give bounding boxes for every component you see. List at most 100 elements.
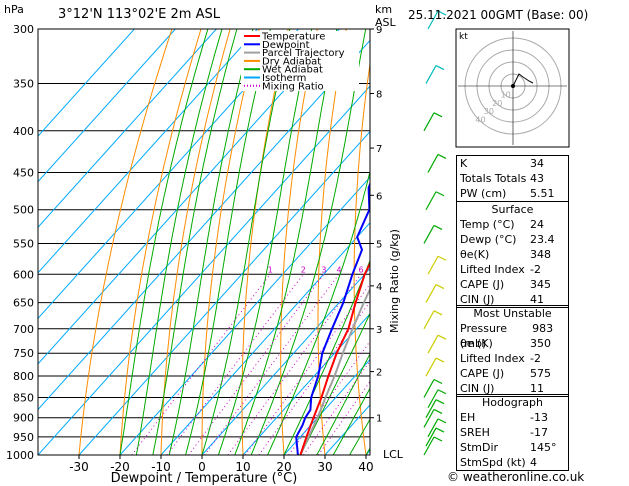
hodograph-table: Hodograph EH -13 SREH -17 StmDir 145° StmSp… [456, 394, 569, 471]
wind-barb [423, 224, 443, 244]
mixing-ratio-label: 2 [301, 265, 306, 274]
isotherm-line [242, 313, 370, 455]
wet-adiabat-line [234, 29, 338, 455]
wind-barb [427, 153, 447, 173]
x-tick-label: 40 [358, 460, 373, 474]
wind-barb-flag [433, 408, 443, 414]
wind-barb-flag [433, 224, 443, 231]
wind-barb-staff [427, 10, 439, 30]
table-row: Pressure (mb) 983 [457, 321, 568, 350]
row-label: StmDir [460, 441, 499, 454]
wind-barb [425, 357, 445, 377]
wet-adiabat-line [201, 29, 291, 455]
row-label: StmSpd (kt) [460, 456, 526, 469]
isotherm-line [119, 176, 370, 455]
wet-adiabat-line [168, 29, 254, 455]
row-value: -17 [530, 426, 548, 439]
parcel-trajectory-line [299, 286, 370, 455]
wind-barb-flag [437, 389, 447, 395]
most-unstable-table: Most Unstable Pressure (mb) 983 θe (K) 350… [456, 305, 569, 397]
legend-label: Mixing Ratio [262, 81, 324, 92]
hodograph-table-title: Hodograph [482, 396, 543, 409]
row-value: 350 [530, 337, 551, 350]
wind-barb-flag [435, 427, 445, 433]
isotherm-line [38, 29, 299, 320]
row-label: Lifted Index [460, 263, 525, 276]
pressure-tick-label: 300 [13, 23, 34, 36]
table-row: Lifted Index -2 [457, 262, 568, 277]
wind-barb [425, 284, 445, 303]
surface-title: Surface [491, 203, 534, 216]
hodograph-trace [512, 73, 534, 87]
mixing-ratio-label: 8 [375, 265, 380, 274]
wind-barb [423, 436, 443, 456]
pressure-tick-label: 550 [13, 237, 34, 250]
most-unstable-title: Most Unstable [473, 307, 552, 320]
pressure-tick-label: 750 [13, 347, 34, 360]
wet-adiabat-line [332, 387, 370, 455]
wind-barb-staff [427, 389, 439, 409]
height-tick-label: 6 [376, 191, 382, 202]
mixing-ratio-line [188, 273, 325, 455]
wind-barb-flag [437, 10, 447, 16]
legend-label: Dewpoint [262, 40, 310, 51]
height-tick-label: 3 [376, 325, 382, 336]
mixing-ratio-label: 6 [359, 265, 364, 274]
dry-adiabat-line [119, 29, 202, 455]
table-row: CAPE (J) 575 [457, 366, 568, 381]
row-label: CIN (J) [460, 382, 495, 395]
isotherm-line [160, 222, 370, 455]
table-row: CIN (J) 11 [457, 381, 568, 396]
dry-adiabat-line [78, 29, 173, 455]
pressure-tick-label: 650 [13, 297, 34, 310]
row-label: EH [460, 411, 476, 424]
x-tick-label: 20 [276, 460, 291, 474]
dry-adiabat-line [423, 29, 448, 455]
legend-box [241, 31, 359, 91]
wind-barb-staff [423, 112, 435, 132]
wind-barb-staff [423, 436, 435, 456]
legend-label: Dry Adiabat [262, 56, 321, 67]
wind-barb-flag [433, 310, 443, 316]
wind-barb-staff [425, 65, 437, 84]
wind-barb-staff [423, 310, 435, 330]
height-unit-km: km [375, 3, 392, 16]
dry-adiabat-line [280, 29, 318, 455]
dry-adiabat-line [241, 29, 289, 455]
isotherm-line [201, 267, 370, 455]
dry-adiabat-line [160, 29, 231, 455]
hodograph-ring-label: 30 [484, 107, 494, 116]
hodograph-frame [455, 28, 570, 148]
isotherm-line [78, 130, 370, 455]
pressure-tick-label: 500 [13, 204, 34, 217]
dry-adiabat-line [608, 29, 629, 455]
wind-barb [427, 334, 447, 354]
legend-label: Wet Adiabat [262, 65, 323, 76]
height-tick-label: 8 [376, 90, 382, 101]
table-row: StmDir 145° [457, 440, 568, 455]
height-tick-label: 2 [376, 368, 382, 379]
mixing-ratio-label: 3 [321, 265, 326, 274]
isotherm-line [38, 29, 217, 228]
wind-barb [423, 310, 443, 330]
wind-barb [425, 427, 445, 447]
lcl-label: LCL [383, 448, 404, 461]
wet-adiabat-line [152, 29, 238, 455]
pressure-tick-label: 600 [13, 268, 34, 281]
wind-barb-staff [427, 418, 439, 438]
wind-barb-staff [427, 255, 439, 275]
mixing-ratio-label: 1 [268, 265, 273, 274]
row-label: PW (cm) [460, 187, 507, 200]
height-tick-label: 5 [376, 239, 382, 250]
mixing-ratio-axis-label: Mixing Ratio (g/kg) [388, 229, 401, 333]
indices-table: K 34 Totals Totals 43 PW (cm) 5.51 [456, 155, 569, 202]
pressure-tick-label: 450 [13, 166, 34, 179]
row-value: -2 [530, 263, 541, 276]
hodograph-ring-label: 10 [501, 90, 511, 99]
table-row: EH -13 [457, 410, 568, 425]
legend-label: Temperature [261, 32, 325, 43]
x-tick-label: 30 [317, 460, 332, 474]
wet-adiabat-line [250, 29, 367, 455]
row-value: 345 [530, 278, 551, 291]
row-label: Temp (°C) [460, 218, 515, 231]
